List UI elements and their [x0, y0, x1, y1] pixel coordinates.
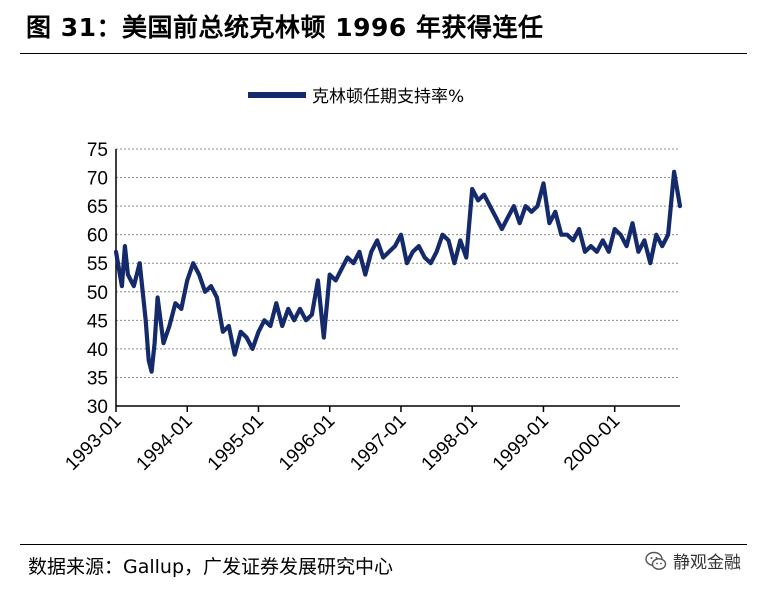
x-tick-label: 1999-01 [489, 411, 553, 475]
x-tick-label: 1995-01 [204, 411, 268, 475]
watermark: 静观金融 [645, 548, 741, 573]
x-tick-label: 1993-01 [61, 411, 125, 475]
y-tick-label: 75 [87, 140, 108, 161]
watermark-text: 静观金融 [673, 553, 741, 573]
x-axis: 1993-01 1994-01 1995-01 1996-01 1997-01 1998-… [61, 405, 680, 475]
y-tick-label: 70 [87, 169, 108, 190]
y-tick-label: 45 [87, 311, 108, 332]
series-line-approval [113, 169, 683, 374]
y-tick-label: 65 [87, 197, 108, 218]
x-tick-label: 1996-01 [275, 411, 339, 475]
title-row: 图 31：美国前总统克林顿 1996 年获得连任 [26, 6, 543, 46]
grid-lines [116, 148, 680, 378]
source-note: 数据来源：Gallup，广发证券发展研究中心 [28, 556, 394, 578]
y-tick-label: 35 [87, 368, 108, 389]
title-divider [20, 53, 747, 54]
x-tick-label: 1994-01 [133, 411, 197, 475]
y-tick-label: 40 [87, 340, 108, 361]
y-axis: 30 35 40 45 50 55 60 65 70 75 [87, 140, 117, 418]
footer-divider [20, 544, 747, 545]
y-tick-label: 30 [87, 397, 108, 418]
y-tick-label: 55 [87, 254, 108, 275]
series-layer [113, 169, 683, 374]
x-tick-label: 1997-01 [346, 411, 410, 475]
legend: 克林顿任期支持率% [248, 87, 464, 107]
chart-title: 图 31：美国前总统克林顿 1996 年获得连任 [26, 13, 544, 42]
x-tick-label: 1998-01 [418, 411, 482, 475]
x-tick-label: 2000-01 [560, 411, 624, 475]
y-tick-label: 60 [87, 226, 108, 247]
wechat-icon [645, 551, 667, 570]
approval-line-chart: 30 35 40 45 50 55 60 65 70 75 1993-01 1994-01 1995-… [61, 87, 683, 475]
y-tick-label: 50 [87, 283, 108, 304]
legend-label: 克林顿任期支持率% [312, 87, 464, 107]
